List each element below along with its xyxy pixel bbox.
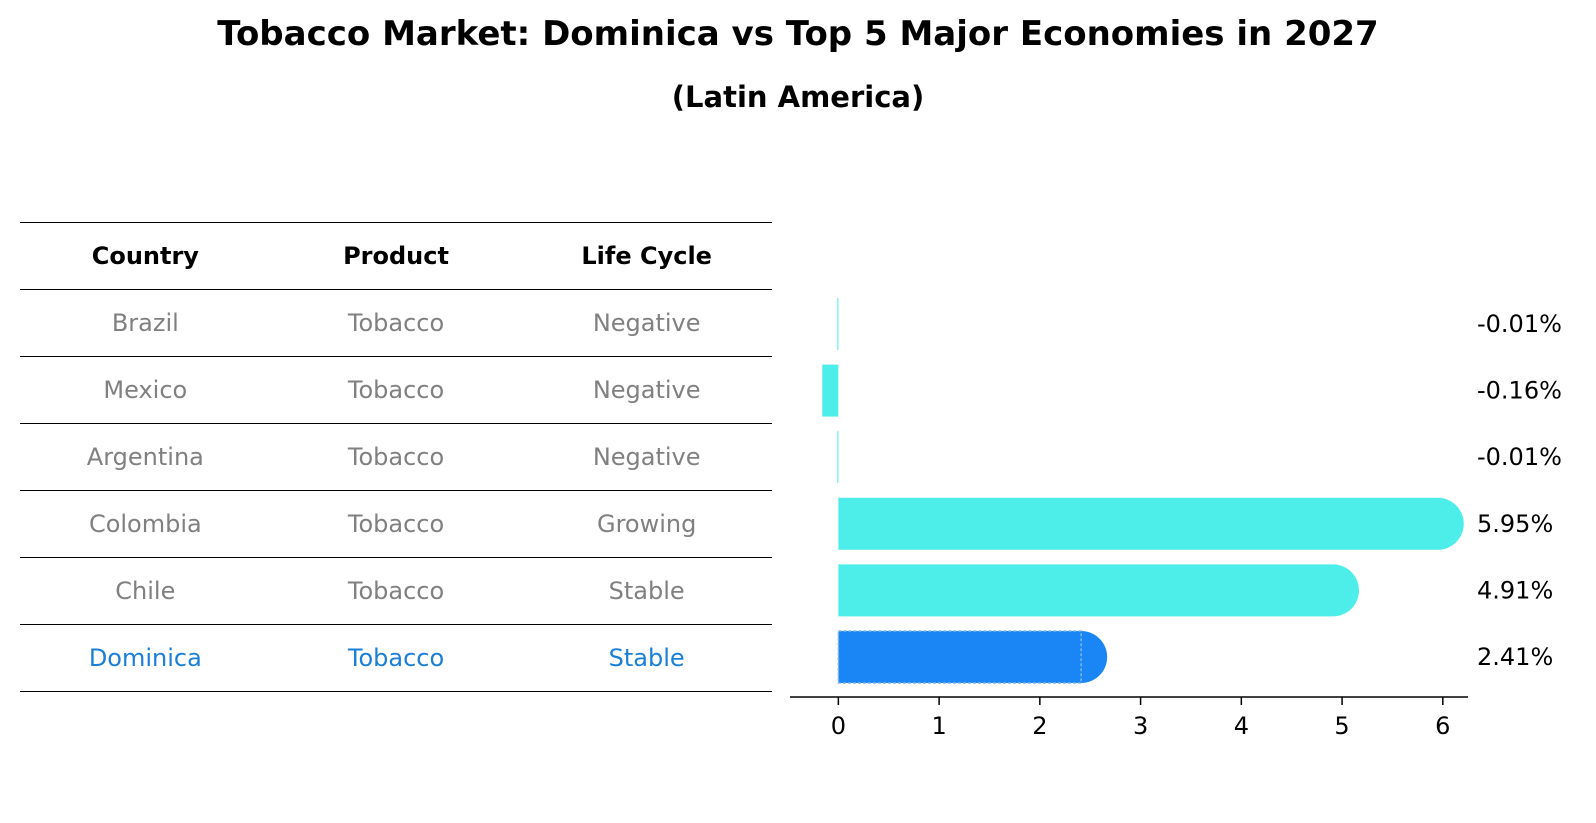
data-label: 5.95% bbox=[1477, 510, 1553, 538]
table-row: Brazil Tobacco Negative bbox=[20, 290, 772, 357]
bar bbox=[838, 564, 1360, 617]
column-header-life-cycle: Life Cycle bbox=[581, 242, 712, 270]
life-cycle-cell: Stable bbox=[608, 577, 685, 605]
country-cell: Dominica bbox=[88, 644, 202, 672]
bar bbox=[837, 298, 839, 350]
life-cycle-cell: Negative bbox=[592, 443, 701, 471]
table-row: Colombia Tobacco Growing bbox=[20, 491, 772, 558]
bar bbox=[838, 497, 1464, 550]
chart-subtitle: (Latin America) bbox=[671, 80, 925, 114]
life-cycle-cell: Negative bbox=[592, 309, 701, 337]
x-tick-label: 3 bbox=[1133, 712, 1148, 740]
product-cell: Tobacco bbox=[347, 644, 445, 672]
table-row: Chile Tobacco Stable bbox=[20, 558, 772, 625]
country-cell: Brazil bbox=[111, 309, 179, 337]
x-tick-label: 5 bbox=[1334, 712, 1349, 740]
x-tick-label: 1 bbox=[931, 712, 946, 740]
country-cell: Colombia bbox=[88, 510, 202, 538]
table-row: Argentina Tobacco Negative bbox=[20, 424, 772, 491]
bar bbox=[838, 631, 1108, 683]
data-table: Country Product Life Cycle Brazil Tobacc… bbox=[20, 222, 772, 692]
chart-title: Tobacco Market: Dominica vs Top 5 Major … bbox=[217, 14, 1379, 54]
data-label: -0.16% bbox=[1477, 377, 1562, 405]
data-label: 4.91% bbox=[1477, 576, 1553, 604]
country-cell: Mexico bbox=[103, 376, 188, 404]
column-header-product: Product bbox=[343, 242, 449, 270]
data-label: 2.41% bbox=[1477, 643, 1553, 671]
life-cycle-cell: Growing bbox=[596, 510, 697, 538]
column-header-country: Country bbox=[91, 242, 199, 270]
bar-highlight-outline bbox=[837, 630, 1082, 684]
bar bbox=[837, 431, 839, 484]
table-row: Mexico Tobacco Negative bbox=[20, 357, 772, 424]
product-cell: Tobacco bbox=[347, 376, 445, 404]
product-cell: Tobacco bbox=[347, 309, 445, 337]
life-cycle-cell: Negative bbox=[592, 376, 701, 404]
table-header-row: Country Product Life Cycle bbox=[20, 223, 772, 290]
x-tick-label: 0 bbox=[831, 712, 846, 740]
product-cell: Tobacco bbox=[347, 510, 445, 538]
table-row-highlighted: Dominica Tobacco Stable bbox=[20, 625, 772, 692]
x-tick-label: 4 bbox=[1234, 712, 1249, 740]
data-label: -0.01% bbox=[1477, 310, 1562, 338]
product-cell: Tobacco bbox=[347, 577, 445, 605]
x-tick-label: 2 bbox=[1032, 712, 1047, 740]
life-cycle-cell: Stable bbox=[608, 644, 685, 672]
data-label: -0.01% bbox=[1477, 443, 1562, 471]
bar bbox=[822, 364, 839, 417]
x-tick-label: 6 bbox=[1435, 712, 1450, 740]
country-cell: Argentina bbox=[86, 443, 204, 471]
product-cell: Tobacco bbox=[347, 443, 445, 471]
country-cell: Chile bbox=[115, 577, 176, 605]
